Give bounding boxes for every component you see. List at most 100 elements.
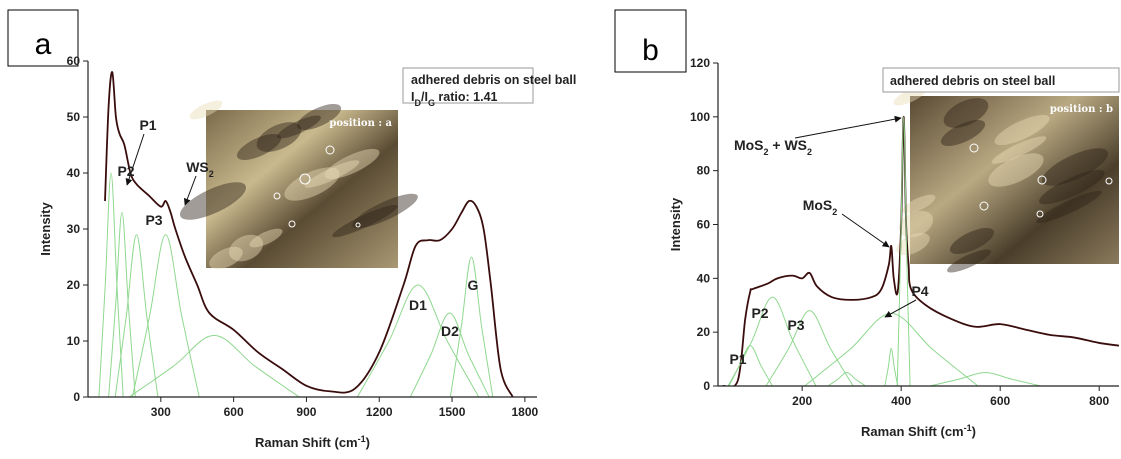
photo-texture (1036, 190, 1102, 224)
photo-texture (228, 234, 264, 262)
photo-texture (1041, 148, 1109, 186)
annotation-arrow (884, 299, 917, 318)
subscript: 2 (209, 169, 214, 179)
photo-texture (179, 182, 247, 220)
position-marker (325, 145, 335, 155)
text-part: I (411, 90, 414, 104)
photo-texture (949, 227, 995, 255)
photo-texture (1039, 169, 1105, 205)
photo-texture (896, 232, 930, 256)
photo-texture (940, 119, 986, 147)
position-marker (1105, 177, 1113, 185)
peak-annotation: P1 (729, 351, 746, 367)
photo-texture (332, 204, 398, 238)
y-tick-label: 0 (73, 390, 80, 404)
photo-texture (324, 148, 380, 180)
inset-label: position : a (329, 118, 392, 129)
y-tick-label: 30 (67, 222, 81, 236)
fitted-peak (108, 211, 136, 397)
photo-texture (189, 100, 223, 120)
text-part: MoS (734, 137, 764, 153)
peak-annotation: P4 (911, 283, 928, 299)
photo-texture (947, 249, 991, 273)
photo-texture (296, 103, 342, 131)
fitted-peak (884, 347, 899, 386)
panel-label: a (35, 28, 52, 61)
fitted-peak (128, 334, 300, 397)
x-tick-label: 1500 (439, 405, 466, 419)
text-part: ratio: 1.41 (435, 90, 498, 104)
y-tick-label: 50 (67, 110, 81, 124)
subscript: D (414, 98, 421, 108)
annotation-arrow (183, 175, 197, 206)
x-tick-label: 600 (990, 394, 1010, 408)
photo-texture (236, 133, 282, 161)
fitted-peak (896, 116, 911, 386)
text-part: WS (186, 159, 209, 175)
photo-texture (277, 115, 321, 139)
position-marker (273, 192, 281, 200)
y-tick-label: 100 (690, 110, 710, 124)
peak-annotation: P2 (751, 305, 768, 321)
x-tick-label: 1800 (512, 405, 539, 419)
peak-annotation: P3 (145, 212, 162, 228)
photo-texture (304, 160, 360, 188)
x-tick-label: 200 (792, 394, 812, 408)
peak-annotation: G (468, 277, 479, 293)
photo-texture (902, 194, 936, 214)
photo-texture (994, 114, 1050, 146)
fitted-peak (409, 312, 490, 397)
text-part: Raman Shift (cm (861, 424, 964, 439)
x-axis-label: Raman Shift (cm-1) (255, 434, 370, 450)
y-tick-label: 40 (697, 271, 711, 285)
fitted-peak (728, 296, 817, 386)
x-tick-label: 600 (224, 405, 244, 419)
position-marker (979, 201, 989, 211)
peak-annotation: D2 (441, 323, 459, 339)
subscript: 2 (807, 147, 812, 157)
photo-texture (249, 228, 283, 248)
box-text: adhered debris on steel ball (411, 73, 576, 87)
annotation-arrow (841, 213, 890, 248)
photo-texture (991, 136, 1047, 164)
subscript: 2 (832, 207, 837, 217)
position-marker (969, 143, 979, 153)
fitted-peak (827, 372, 866, 386)
box-text: adhered debris on steel ball (890, 74, 1055, 88)
fitted-peak (131, 234, 200, 397)
x-tick-label: 300 (151, 405, 171, 419)
subscript: 2 (764, 147, 769, 157)
y-axis-label: Intensity (38, 202, 53, 256)
panel-label-box (7, 9, 79, 67)
annotation-arrow (125, 133, 145, 186)
photo-texture (209, 246, 243, 270)
y-tick-label: 60 (697, 218, 711, 232)
photo-texture (988, 153, 1044, 187)
superscript: -1 (964, 423, 972, 433)
spectrum-line (722, 115, 1119, 386)
text-part: ) (972, 424, 976, 439)
position-marker (299, 173, 311, 185)
y-tick-label: 60 (67, 54, 81, 68)
text-part: Raman Shift (cm (255, 435, 358, 450)
peak-annotation: MoS2 (803, 197, 838, 217)
peak-annotation: WS2 (186, 159, 214, 179)
x-axis-label: Raman Shift (cm-1) (861, 423, 976, 439)
fitted-peak (765, 310, 854, 386)
panel-label: b (642, 34, 659, 67)
text-part: MoS (803, 197, 833, 213)
text-part: ) (366, 435, 370, 450)
position-marker (1036, 210, 1044, 218)
fitted-peak (114, 234, 159, 397)
y-tick-label: 20 (697, 325, 711, 339)
peak-annotation: MoS2 + WS2 (734, 137, 812, 157)
peak-annotation: D1 (409, 297, 427, 313)
fitted-peak (356, 284, 480, 397)
x-tick-label: 800 (1089, 394, 1109, 408)
x-tick-label: 400 (891, 394, 911, 408)
peak-annotation: P2 (117, 163, 134, 179)
photo-texture (898, 210, 934, 238)
peak-annotation: P1 (139, 117, 156, 133)
y-tick-label: 80 (697, 164, 711, 178)
text-part: + WS (769, 137, 808, 153)
